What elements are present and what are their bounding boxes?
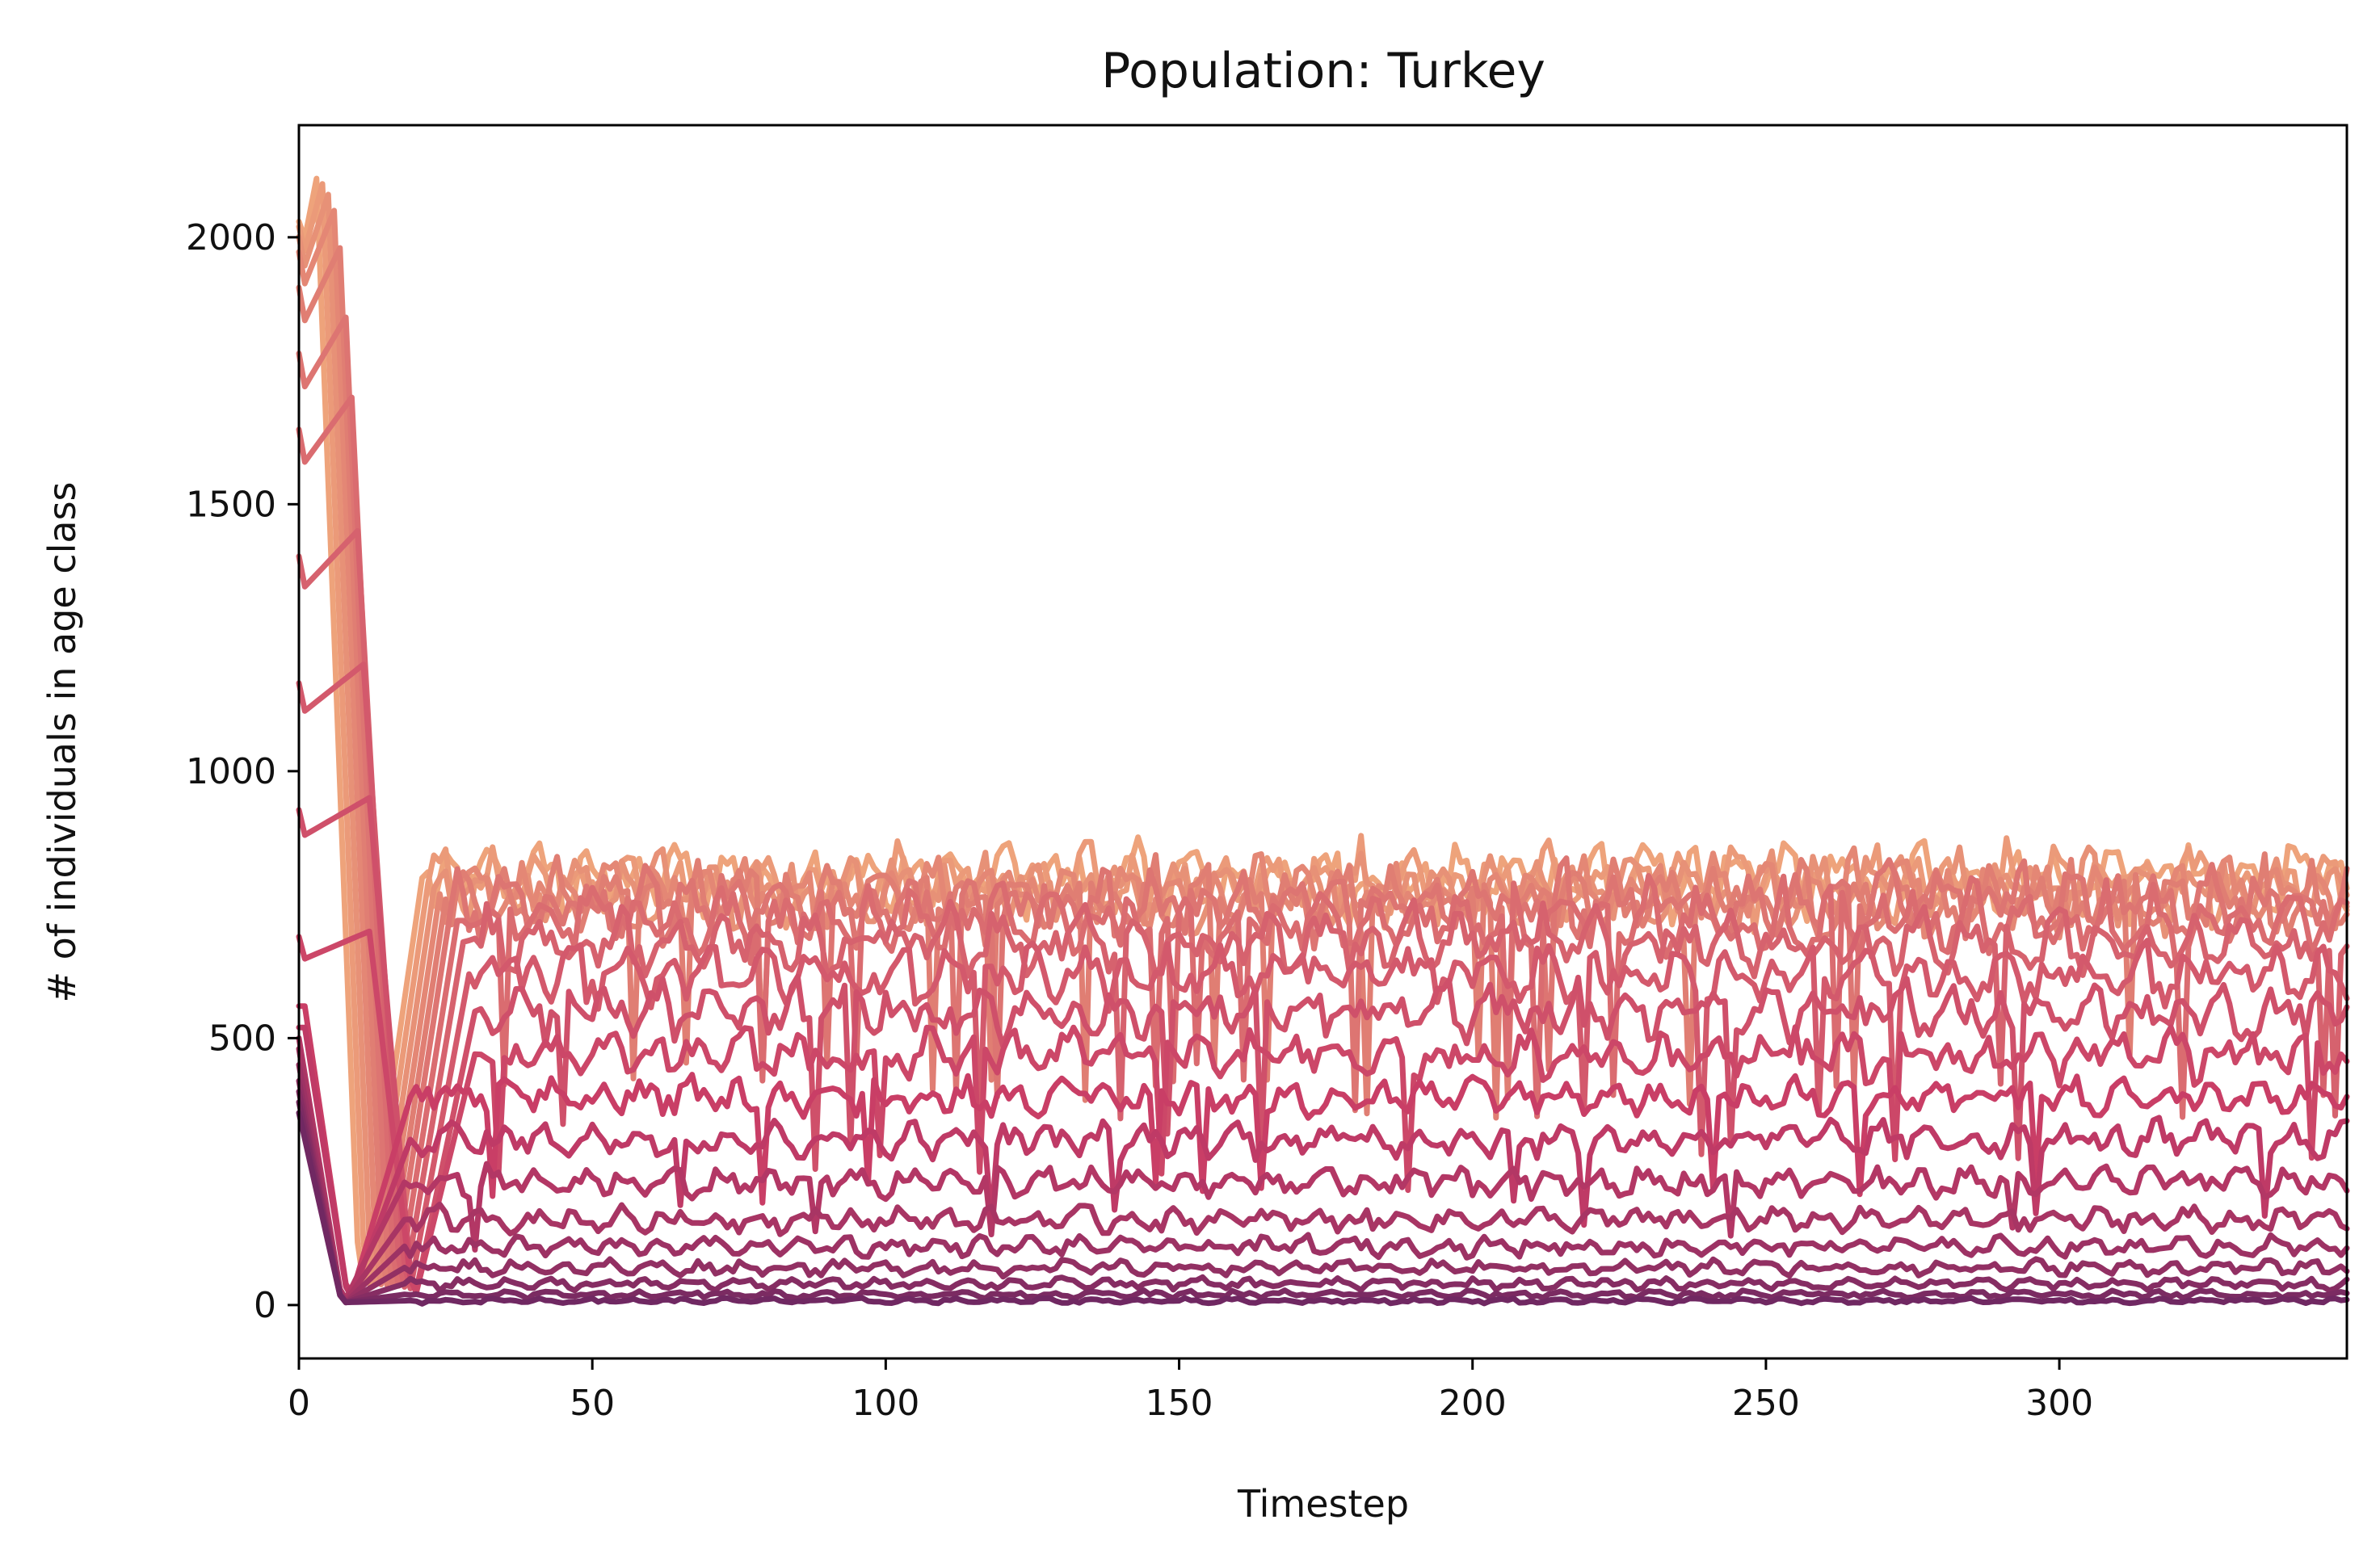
y-tick-label: 1500 (186, 484, 276, 525)
x-tick-label: 300 (2025, 1383, 2093, 1424)
plot-frame (297, 124, 2348, 1360)
y-axis-label: # of individuals in age class (40, 481, 84, 1002)
series-line-6 (296, 314, 2350, 1288)
y-tick-label: 500 (208, 1018, 276, 1059)
series-line-12 (296, 1003, 2350, 1298)
series-line-16 (296, 1061, 2350, 1305)
series-line-20 (296, 1110, 2350, 1307)
x-tick-label: 250 (1732, 1383, 1800, 1424)
x-axis-label: Timestep (1237, 1482, 1409, 1526)
x-axis: 0 50 100 150 200 250 300 (288, 1358, 2093, 1424)
series-line-15 (296, 1046, 2350, 1304)
x-tick-label: 150 (1146, 1383, 1213, 1424)
series-line-18 (296, 1089, 2350, 1306)
series-line-13 (296, 1024, 2350, 1300)
x-tick-label: 50 (570, 1383, 615, 1424)
y-tick-label: 1000 (186, 751, 276, 792)
series-line-10 (296, 795, 2350, 1294)
x-tick-label: 200 (1439, 1383, 1507, 1424)
series-line-9 (296, 661, 2350, 1291)
y-axis: 0 500 1000 1500 2000 (186, 217, 299, 1326)
series-layer (296, 175, 2350, 1307)
x-tick-label: 0 (288, 1383, 310, 1424)
series-line-17 (296, 1077, 2350, 1306)
series-line-19 (296, 1099, 2350, 1306)
y-tick-label: 0 (254, 1285, 276, 1326)
series-line-11 (296, 928, 2350, 1295)
y-tick-label: 2000 (186, 217, 276, 258)
x-tick-label: 100 (852, 1383, 919, 1424)
series-line-14 (296, 1035, 2350, 1302)
chart-title: Population: Turkey (1101, 43, 1545, 99)
